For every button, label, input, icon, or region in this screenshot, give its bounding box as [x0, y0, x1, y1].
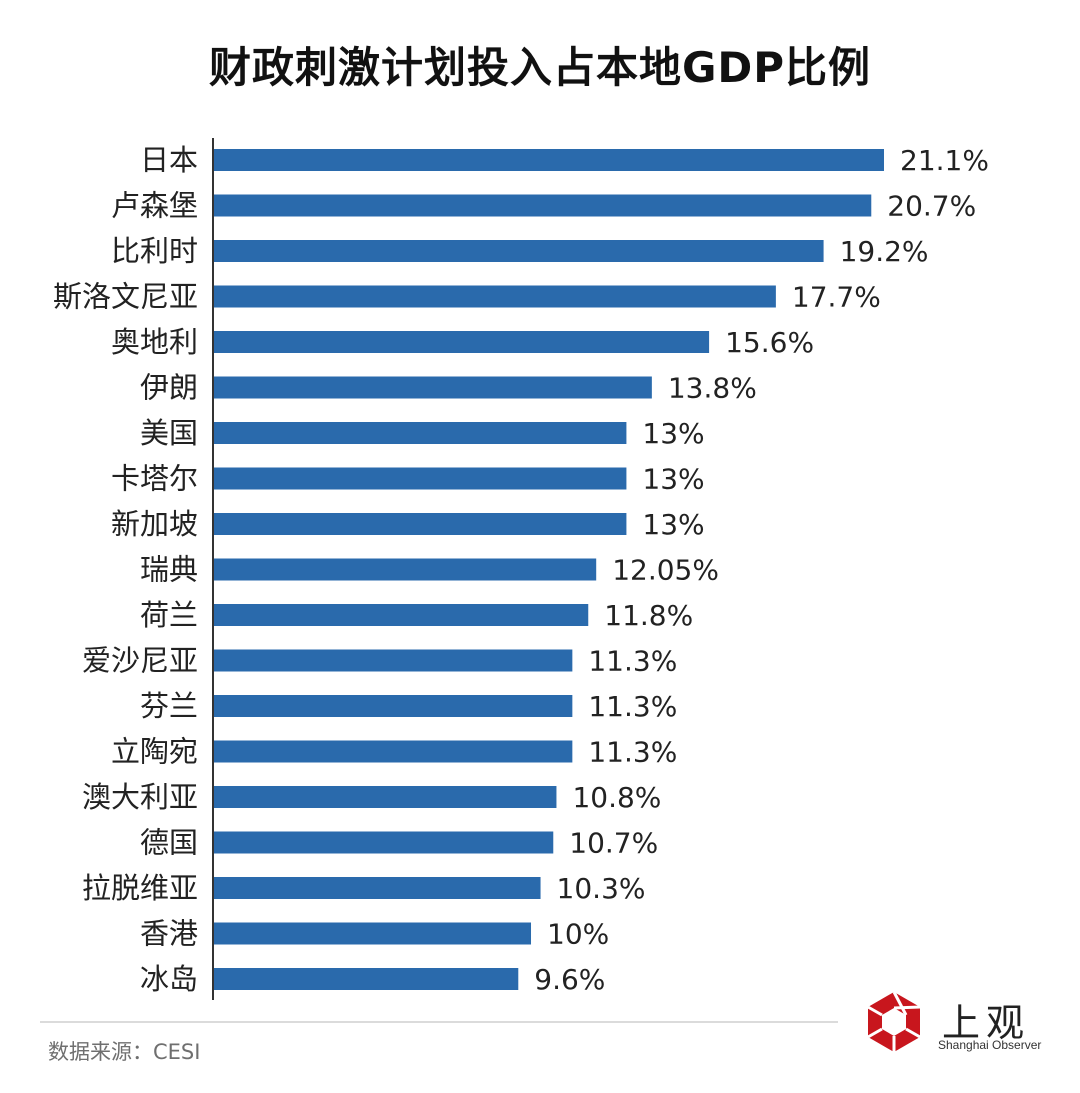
bar [213, 786, 557, 808]
category-label: 爱沙尼亚 [82, 644, 198, 678]
value-label: 10% [547, 918, 609, 951]
value-label: 10.8% [572, 781, 661, 814]
category-label: 瑞典 [140, 553, 198, 587]
bar [213, 513, 627, 535]
value-label: 21.1% [900, 144, 989, 177]
category-label: 奥地利 [111, 325, 198, 359]
category-label: 荷兰 [140, 598, 198, 632]
logo-name: 上观 [942, 1001, 1031, 1045]
value-label: 12.05% [612, 554, 719, 587]
value-label: 11.3% [588, 736, 677, 769]
value-label: 13% [642, 417, 704, 450]
category-label: 芬兰 [140, 689, 198, 723]
logo-subtitle: Shanghai Observer [938, 1038, 1042, 1052]
bar [213, 695, 573, 717]
category-label: 美国 [140, 416, 198, 450]
source-note: 数据来源：CESI [48, 1040, 201, 1064]
value-label: 17.7% [792, 281, 881, 314]
bar [213, 649, 573, 672]
value-label: 20.7% [887, 190, 976, 223]
value-label: 19.2% [840, 235, 929, 268]
bar [213, 922, 532, 945]
value-labels: 21.1% 20.7% 19.2% 17.7% 15.6% 13.8% 13% 13% 13% 1… [534, 144, 989, 996]
category-label: 冰岛 [140, 962, 198, 996]
bar [213, 604, 589, 626]
bar [213, 968, 519, 990]
bars-layer [213, 149, 884, 990]
bar [213, 376, 652, 399]
category-label: 澳大利亚 [82, 780, 198, 814]
shanghai-observer-logo: 上观 Shanghai Observer [862, 990, 1052, 1060]
category-label: 比利时 [111, 234, 198, 268]
bar [213, 467, 627, 490]
bar [213, 240, 824, 262]
value-label: 11.3% [588, 645, 677, 678]
bar [213, 422, 627, 444]
category-label: 伊朗 [140, 371, 198, 405]
bar [213, 877, 541, 899]
category-label: 立陶宛 [111, 735, 198, 769]
value-label: 15.6% [725, 326, 814, 359]
value-label: 13.8% [668, 372, 757, 405]
chart-title: 财政刺激计划投入占本地GDP比例 [208, 43, 872, 92]
category-label: 卢森堡 [111, 189, 198, 223]
bar [213, 558, 597, 581]
value-label: 11.8% [604, 599, 693, 632]
category-label: 拉脱维亚 [82, 871, 198, 905]
category-label: 卡塔尔 [111, 462, 198, 496]
value-label: 10.7% [569, 827, 658, 860]
category-label: 德国 [140, 826, 198, 860]
value-label: 11.3% [588, 690, 677, 723]
value-label: 13% [642, 508, 704, 541]
bar [213, 740, 573, 763]
bar [213, 331, 710, 353]
category-label: 日本 [140, 143, 198, 177]
category-labels: 日本卢森堡比利时斯洛文尼亚奥地利伊朗美国卡塔尔新加坡瑞典荷兰爱沙尼亚芬兰立陶宛澳… [53, 143, 198, 996]
bar [213, 831, 554, 854]
value-label: 9.6% [534, 963, 605, 996]
bar [213, 285, 776, 308]
aperture-icon [867, 991, 921, 1052]
bar [213, 194, 872, 217]
category-label: 新加坡 [111, 507, 198, 541]
bar [213, 149, 884, 171]
category-label: 香港 [140, 917, 198, 951]
category-label: 斯洛文尼亚 [53, 280, 198, 314]
value-label: 13% [642, 463, 704, 496]
value-label: 10.3% [557, 872, 646, 905]
